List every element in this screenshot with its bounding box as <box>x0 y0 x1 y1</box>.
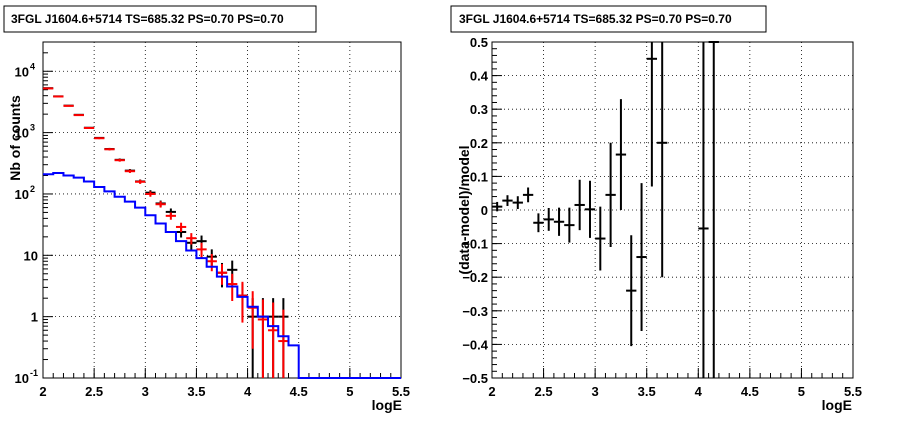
model-error-point <box>206 254 217 272</box>
y-tick-exponent: 2 <box>30 184 35 194</box>
data-error-point <box>553 207 565 236</box>
y-tick-label: 10 <box>15 64 29 79</box>
y-tick-label: 10 <box>15 126 29 141</box>
model-error-point <box>53 95 64 98</box>
y-tick-exponent: 3 <box>30 123 35 133</box>
data-error-point <box>698 42 709 378</box>
model-step-line <box>43 171 401 379</box>
x-tick-label: 5.5 <box>844 384 862 399</box>
residual-axes: 2 2.5 3 3.5 4 4.5 5 5.5 −0.5 −0.4 −0.3 −0.2 −0.1 0 0.1… <box>462 35 862 399</box>
data-error-point <box>626 235 637 347</box>
counts-plot-frame <box>42 41 402 379</box>
model-error-point <box>73 114 84 117</box>
model-error-point <box>124 169 136 173</box>
model-error-point <box>94 137 105 140</box>
model-error-point <box>114 158 125 162</box>
data-error-point <box>708 41 719 378</box>
data-error-point <box>636 183 647 331</box>
data-error-point <box>615 99 627 210</box>
x-tick-label: 3.5 <box>638 384 656 399</box>
y-tick-label: 0.4 <box>470 69 489 84</box>
model-error-point <box>145 191 156 197</box>
y-tick-label: 10 <box>15 187 29 202</box>
data-error-point <box>492 201 503 212</box>
y-tick-label: 0.1 <box>470 169 488 184</box>
x-tick-label: 4 <box>695 384 703 399</box>
model-error-point <box>135 179 146 184</box>
model-error-point <box>257 299 269 378</box>
y-tick-label: 10 <box>15 371 29 386</box>
x-tick-label: 4.5 <box>741 384 759 399</box>
residual-title: 3FGL J1604.6+5714 TS=685.32 PS=0.70 PS=0… <box>459 12 732 26</box>
y-tick-label: 0.3 <box>470 102 488 117</box>
residual-marks <box>492 41 719 378</box>
model-error-point <box>278 309 289 378</box>
data-error-point <box>605 142 616 247</box>
model-error-point <box>196 242 207 259</box>
data-error-point <box>646 42 658 187</box>
y-tick-label: 10 <box>24 248 38 263</box>
data-error-point <box>564 207 575 243</box>
x-tick-label: 2 <box>39 384 46 399</box>
residual-panel: 3FGL J1604.6+5714 TS=685.32 PS=0.70 PS=0… <box>450 5 862 413</box>
data-error-point <box>543 207 554 231</box>
y-tick-label: 1 <box>31 310 38 325</box>
y-tick-label: −0.1 <box>462 237 488 252</box>
counts-marks <box>43 87 401 379</box>
residual-y-axis-title: (data-model)/model <box>456 145 472 274</box>
model-error-point <box>63 104 74 107</box>
residual-x-axis-title: logE <box>822 397 852 413</box>
counts-title: 3FGL J1604.6+5714 TS=685.32 PS=0.70 PS=0… <box>11 12 284 26</box>
counts-y-axis-title: Nb of counts <box>7 95 23 181</box>
counts-grid <box>43 42 401 378</box>
model-error-point <box>175 222 187 232</box>
data-error-point <box>574 179 585 231</box>
x-tick-label: 3 <box>142 384 149 399</box>
x-tick-label: 2.5 <box>85 384 103 399</box>
model-error-point <box>237 281 248 323</box>
model-error-point <box>155 201 166 208</box>
counts-title-box <box>3 5 317 33</box>
model-error-point <box>268 302 279 378</box>
y-tick-label: 0 <box>481 203 488 218</box>
counts-x-axis-title: logE <box>372 397 402 413</box>
x-tick-label: 4 <box>244 384 252 399</box>
data-error-point <box>522 187 534 203</box>
x-tick-label: 3 <box>592 384 599 399</box>
data-error-point <box>533 213 544 233</box>
data-error-point <box>595 206 606 271</box>
model-error-point <box>216 264 228 285</box>
data-error-point <box>502 195 513 206</box>
model-error-point <box>186 233 197 245</box>
model-error-point <box>104 148 115 151</box>
y-tick-label: −0.5 <box>462 371 488 386</box>
data-error-point <box>512 196 523 209</box>
residual-title-box <box>450 5 767 33</box>
counts-panel: 3FGL J1604.6+5714 TS=685.32 PS=0.70 PS=0… <box>3 5 410 413</box>
data-error-point <box>657 42 668 278</box>
x-tick-label: 5.5 <box>392 384 410 399</box>
y-tick-label: −0.4 <box>462 337 488 352</box>
data-error-point <box>584 180 596 238</box>
y-tick-label: −0.3 <box>462 304 488 319</box>
y-tick-exponent: -1 <box>30 368 38 378</box>
y-tick-label: −0.2 <box>462 270 488 285</box>
y-tick-label: 0.5 <box>470 35 488 50</box>
model-error-point <box>247 291 258 349</box>
x-tick-label: 2.5 <box>535 384 553 399</box>
x-tick-label: 5 <box>346 384 353 399</box>
model-error-point <box>165 212 176 220</box>
x-tick-label: 2 <box>488 384 495 399</box>
model-error-point <box>43 87 54 90</box>
x-tick-label: 4.5 <box>290 384 308 399</box>
x-tick-label: 3.5 <box>187 384 205 399</box>
y-tick-exponent: 4 <box>30 61 35 71</box>
y-tick-label: 0.2 <box>470 136 488 151</box>
x-tick-label: 5 <box>798 384 805 399</box>
residual-grid <box>492 42 853 378</box>
model-error-point <box>83 126 95 129</box>
